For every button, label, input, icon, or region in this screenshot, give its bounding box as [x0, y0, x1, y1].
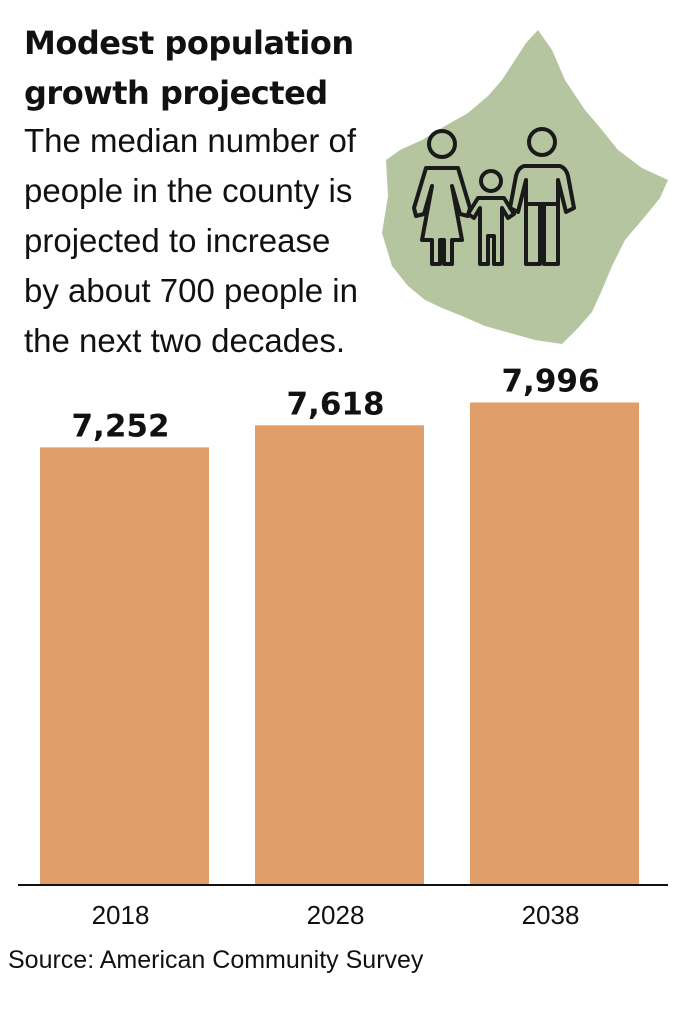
x-tick-label-2028: 2028 — [307, 900, 365, 930]
x-tick-label-2018: 2018 — [92, 900, 150, 930]
subtitle-line-2: people in the county is — [24, 172, 353, 209]
woman-figure-icon — [412, 129, 472, 266]
family-icon — [412, 127, 576, 266]
bar-value-label-2038: 7,996 — [501, 363, 599, 399]
bar-value-label-2018: 7,252 — [71, 408, 169, 444]
source-note: Source: American Community Survey — [8, 946, 424, 974]
child-figure-icon — [466, 169, 516, 266]
subtitle-line-5: the next two decades. — [24, 322, 346, 359]
chart-title: Modest population growth projected — [24, 18, 354, 118]
county-map-icon — [382, 30, 668, 344]
x-tick-label-2038: 2038 — [522, 900, 580, 930]
x-axis-tick-labels: 2018 2028 2038 — [92, 900, 580, 930]
bar-chart: 7,252 7,618 7,996 2018 2028 2038 — [18, 363, 668, 930]
subtitle-line-1: The median number of — [24, 122, 357, 159]
bar-value-label-2028: 7,618 — [286, 386, 384, 422]
bar-2018 — [40, 447, 209, 885]
chart-subtitle: The median number of people in the count… — [24, 116, 404, 366]
title-line-1: Modest population — [24, 24, 354, 62]
bar-2038 — [470, 402, 639, 885]
bars-group: 7,252 7,618 7,996 — [40, 363, 639, 885]
bar-2028 — [255, 425, 424, 885]
subtitle-line-3: projected to increase — [24, 222, 331, 259]
subtitle-line-4: by about 700 people in — [24, 272, 358, 309]
man-figure-icon — [508, 127, 576, 266]
title-line-2: growth projected — [24, 74, 328, 112]
